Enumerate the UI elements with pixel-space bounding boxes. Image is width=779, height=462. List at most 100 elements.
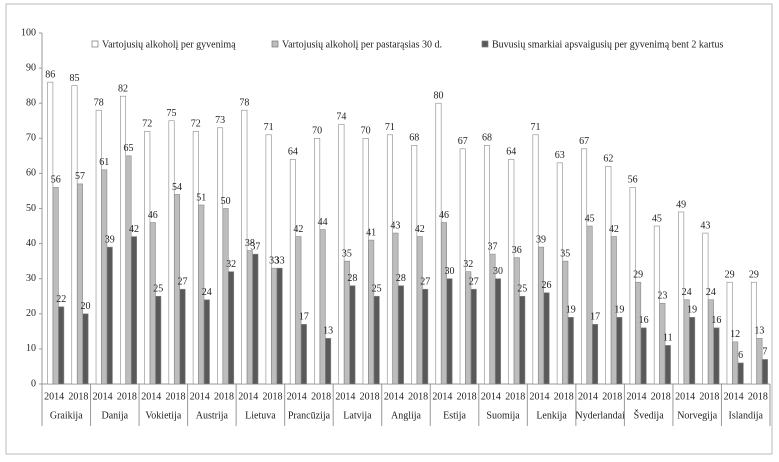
y-tick-label: 40 [26, 238, 36, 249]
data-label: 49 [676, 199, 686, 210]
x-tick-label: 2018 [311, 391, 331, 402]
bar [368, 239, 375, 385]
bar [95, 109, 102, 385]
data-label: 43 [700, 220, 710, 231]
x-tick-label: 2014 [578, 391, 598, 402]
y-tick-label: 20 [26, 308, 36, 319]
legend-label: Vartojusių alkoholį per pastarąsias 30 d… [282, 39, 442, 50]
bar [82, 313, 89, 385]
bar [556, 162, 563, 385]
x-tick-label: 2014 [529, 391, 549, 402]
x-tick-label: 2018 [68, 391, 88, 402]
x-tick-label: 2014 [44, 391, 64, 402]
data-label: 29 [725, 270, 735, 281]
bar [314, 138, 321, 385]
data-label: 72 [142, 119, 152, 130]
data-label: 45 [585, 213, 595, 224]
data-label: 33 [275, 255, 285, 266]
data-label: 12 [730, 329, 740, 340]
legend-label: Vartojusių alkoholį per gyvenimą [102, 39, 236, 50]
data-label: 45 [652, 213, 662, 224]
bar [192, 130, 199, 385]
data-label: 78 [239, 98, 249, 109]
x-tick-label: 2014 [93, 391, 113, 402]
bar [508, 159, 515, 385]
data-label: 20 [80, 301, 90, 312]
x-tick-label: 2018 [408, 391, 428, 402]
bar [726, 281, 733, 385]
x-tick-label: 2018 [117, 391, 137, 402]
bar [581, 148, 588, 385]
data-label: 54 [172, 182, 182, 193]
legend-swatch [481, 40, 489, 48]
data-label: 62 [603, 154, 613, 165]
bar [265, 134, 272, 385]
bar [276, 267, 283, 385]
data-label: 19 [614, 305, 624, 316]
bar [271, 267, 278, 385]
bar [562, 260, 569, 385]
data-label: 29 [749, 270, 759, 281]
bar [289, 159, 296, 385]
data-label: 19 [687, 305, 697, 316]
x-tick-label: 2014 [724, 391, 744, 402]
bar [446, 278, 453, 385]
data-label: 7 [762, 347, 767, 358]
group-label: Islandija [729, 410, 764, 421]
bar [678, 211, 685, 385]
data-label: 46 [148, 210, 158, 221]
group-label: Nyderlandai [575, 410, 625, 421]
data-label: 80 [433, 90, 443, 101]
data-label: 43 [390, 220, 400, 231]
bar [513, 257, 520, 385]
data-label: 57 [75, 171, 85, 182]
data-label: 37 [250, 241, 260, 252]
bar [174, 194, 181, 385]
data-label: 61 [99, 157, 109, 168]
bar [295, 236, 302, 385]
x-tick-label: 2014 [627, 391, 647, 402]
x-tick-label: 2014 [238, 391, 258, 402]
bar [349, 285, 356, 385]
data-label: 11 [663, 333, 673, 344]
bar [635, 281, 642, 385]
data-label: 65 [124, 143, 134, 154]
data-label: 32 [463, 259, 473, 270]
data-label: 13 [323, 326, 333, 337]
bar [373, 295, 380, 385]
data-label: 67 [458, 136, 468, 147]
bar [605, 166, 612, 385]
bar [362, 138, 369, 385]
data-label: 25 [372, 284, 382, 295]
data-label: 28 [396, 273, 406, 284]
bar [106, 246, 113, 385]
bar [567, 317, 574, 385]
bar [459, 148, 466, 385]
bar [144, 130, 151, 385]
data-label: 64 [288, 147, 298, 158]
y-tick-label: 0 [31, 378, 36, 389]
data-label: 32 [226, 259, 236, 270]
bar [71, 85, 78, 385]
x-tick-label: 2018 [699, 391, 719, 402]
data-label: 19 [566, 305, 576, 316]
bar [732, 341, 739, 385]
data-label: 24 [202, 287, 212, 298]
bar [149, 222, 156, 385]
group-label: Lenkija [536, 410, 567, 421]
group-label: Graikija [50, 410, 83, 421]
data-label: 64 [506, 147, 516, 158]
bar [228, 271, 235, 385]
bar [470, 288, 477, 385]
y-tick-label: 50 [26, 203, 36, 214]
data-label: 42 [293, 224, 303, 235]
group-label: Švedija [634, 409, 665, 421]
data-label: 68 [409, 133, 419, 144]
bar [155, 295, 162, 385]
x-tick-label: 2014 [432, 391, 452, 402]
bar [58, 306, 65, 385]
data-label: 27 [178, 277, 188, 288]
group-label: Vokietija [145, 410, 181, 421]
bar [640, 327, 647, 385]
bar [319, 229, 326, 385]
